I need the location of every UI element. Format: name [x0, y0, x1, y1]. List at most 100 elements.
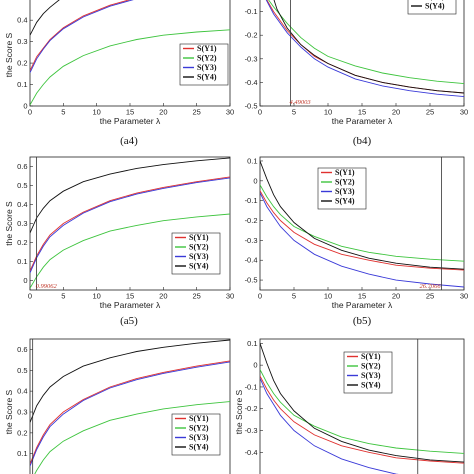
panel-caption: (a5) — [120, 315, 138, 327]
x-tick-label: 15 — [126, 108, 134, 117]
legend-label: S(Y3) — [335, 187, 355, 196]
series-line-sy2 — [260, 369, 464, 454]
x-tick-label: 25 — [426, 108, 434, 117]
x-tick-label: 15 — [126, 292, 134, 301]
y-tick-label: 0.1 — [17, 257, 27, 266]
plot-frame — [259, 0, 465, 107]
x-tick-label: 0 — [258, 292, 262, 301]
x-tick-label: 15 — [358, 108, 366, 117]
x-tick-label: 0 — [28, 108, 32, 117]
x-axis-label: the Parameter λ — [332, 116, 393, 126]
y-tick-label: 0.2 — [17, 428, 27, 437]
threshold-label: 0.99062 — [36, 283, 58, 290]
y-tick-label: -0.2 — [245, 404, 258, 413]
x-tick-label: 10 — [324, 292, 332, 301]
series-group — [260, 157, 464, 290]
y-tick-label: -0.1 — [245, 7, 258, 16]
y-tick-label: 0 — [253, 176, 257, 185]
y-tick-label: 0.4 — [17, 387, 27, 396]
y-tick-label: 0.5 — [17, 366, 27, 375]
y-tick-label: 0.2 — [17, 59, 27, 68]
legend-label: S(Y2) — [197, 54, 217, 63]
legend-label: S(Y1) — [197, 44, 217, 53]
legend: S(Y1)S(Y2)S(Y3)S(Y4) — [179, 43, 229, 86]
panel-caption: (b5) — [353, 315, 372, 327]
x-tick-label: 30 — [226, 292, 234, 301]
legend-label: S(Y1) — [335, 168, 355, 177]
threshold-label: 4.49003 — [290, 99, 312, 106]
series-line-sy3 — [30, 0, 134, 73]
legend-label: S(Y4) — [425, 2, 445, 11]
series-group — [30, 339, 230, 474]
x-tick-label: 5 — [61, 108, 65, 117]
series-line-sy1 — [30, 360, 230, 465]
x-tick-label: 0 — [28, 292, 32, 301]
legend-label: S(Y1) — [189, 233, 209, 242]
x-tick-label: 0 — [258, 108, 262, 117]
legend-label: S(Y2) — [189, 243, 209, 252]
x-tick-label: 10 — [324, 108, 332, 117]
series-group — [30, 157, 230, 290]
series-line-sy3 — [260, 192, 464, 288]
x-tick-label: 30 — [460, 292, 468, 301]
panel-caption: (a4) — [120, 135, 138, 147]
legend-box — [407, 0, 457, 15]
y-tick-label: -0.3 — [245, 426, 258, 435]
panel-b6: 0.1 0 -0.1 -0.2 -0.3 -0.4 the Score S S(Y1)S(Y2… — [234, 338, 465, 474]
legend-label: S(Y2) — [335, 178, 355, 187]
series-line-sy3 — [30, 361, 230, 467]
x-tick-label: 20 — [159, 108, 167, 117]
x-tick-label: 15 — [358, 292, 366, 301]
series-group — [30, 0, 230, 106]
panel-a4: 0 5 10 15 20 25 30 0 0.1 0.2 0.3 0.4 the Parameter λ… — [4, 0, 234, 147]
threshold-label: 26.7066 — [419, 283, 441, 290]
y-axis-label: the Score S — [4, 201, 14, 246]
legend-label: S(Y3) — [361, 371, 381, 380]
x-tick-label: 30 — [460, 108, 468, 117]
legend: S(Y1)S(Y2)S(Y3)S(Y4) — [171, 232, 221, 275]
panel-b5: 0 5 10 15 20 25 30 0.1 0 -0.1 -0.2 -0.3 -0.4 -0.5 26.7… — [245, 156, 469, 327]
y-tick-label: 0 — [23, 102, 27, 111]
legend-label: S(Y1) — [189, 414, 209, 423]
y-axis-label: the Score S — [4, 389, 14, 434]
legend: S(Y1)S(Y2)S(Y3)S(Y4) — [171, 413, 221, 456]
x-tick-label: 5 — [292, 108, 296, 117]
series-group — [265, 0, 464, 106]
x-tick-label: 25 — [192, 108, 200, 117]
y-tick-label: -0.5 — [245, 102, 258, 111]
x-tick-label: 10 — [92, 292, 100, 301]
panel-a5: 0 5 10 15 20 25 30 0 0.1 0.2 0.3 0.4 0.5 0.6 0.99062 th… — [4, 156, 234, 327]
legend: S(Y1)S(Y2)S(Y3)S(Y4) — [317, 167, 367, 210]
y-tick-label: -0.4 — [245, 256, 258, 265]
series-line-sy3 — [260, 378, 399, 474]
x-axis-label: the Parameter λ — [332, 300, 393, 310]
legend-box — [179, 43, 229, 86]
y-tick-label: 0.5 — [17, 181, 27, 190]
legend-label: S(Y2) — [361, 362, 381, 371]
legend-label: S(Y3) — [425, 0, 445, 1]
series-line-sy1 — [30, 176, 230, 272]
y-tick-label: 0.6 — [17, 162, 27, 171]
series-line-sy2 — [268, 0, 464, 85]
y-tick-label: 0.4 — [17, 16, 27, 25]
y-tick-label: 0.3 — [17, 219, 27, 228]
series-line-sy2 — [260, 184, 464, 262]
legend-label: S(Y4) — [361, 381, 381, 390]
legend: S(Y3)S(Y4) — [407, 0, 457, 15]
y-tick-label: -0.3 — [245, 236, 258, 245]
panel-caption: (b4) — [353, 135, 372, 147]
y-tick-label: 0.2 — [17, 238, 27, 247]
x-tick-label: 20 — [392, 292, 400, 301]
series-line-sy2 — [30, 213, 230, 289]
legend-box — [343, 351, 393, 394]
legend-label: S(Y1) — [361, 352, 381, 361]
x-axis-label: the Parameter λ — [100, 116, 161, 126]
panel-b4: 0 5 10 15 20 25 30 -0.1 -0.2 -0.3 -0.4 -0.5 4.49003 t… — [245, 0, 468, 147]
legend-label: S(Y3) — [189, 433, 209, 442]
y-tick-label: -0.1 — [245, 196, 258, 205]
series-line-sy4 — [30, 0, 60, 36]
y-tick-label: -0.2 — [245, 216, 258, 225]
series-line-sy4 — [30, 339, 230, 423]
